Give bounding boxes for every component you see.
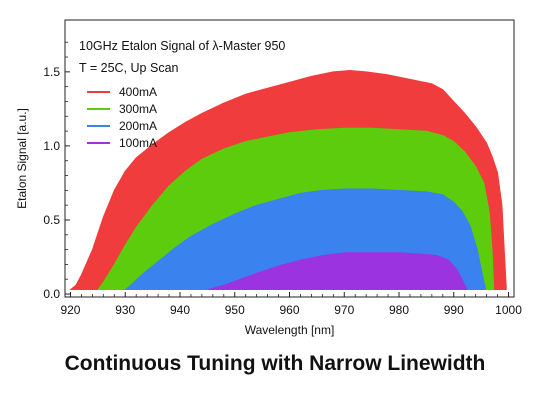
x-tick-label: 960	[279, 303, 299, 317]
x-tick-label: 930	[115, 303, 135, 317]
chart-title-line-2: T = 25C, Up Scan	[79, 61, 179, 75]
axes-layer: 920 930 940 950 960 970 980 990 1000 0.0 0.5 1.0 1.5	[43, 19, 522, 317]
y-tick-label: 0.0	[43, 287, 60, 301]
x-tick-label: 990	[444, 303, 464, 317]
legend-label-300mA: 300mA	[119, 102, 157, 116]
legend: 400mA 300mA 200mA 100mA	[87, 85, 157, 150]
legend-label-400mA: 400mA	[119, 85, 157, 99]
x-tick-label: 1000	[495, 303, 522, 317]
y-tick-label: 0.5	[43, 213, 60, 227]
x-axis-label: Wavelength [nm]	[245, 323, 335, 337]
series-band-100mA	[207, 252, 467, 291]
x-tick-label: 980	[389, 303, 409, 317]
x-tick-label: 920	[60, 303, 80, 317]
series-layer	[69, 69, 507, 291]
x-tick-label: 950	[225, 303, 245, 317]
y-axis-label: Etalon Signal [a.u.]	[15, 108, 29, 209]
y-tick-label: 1.0	[43, 139, 60, 153]
chart-title-line-1: 10GHz Etalon Signal of λ-Master 950	[79, 39, 285, 53]
x-tick-label: 940	[170, 303, 190, 317]
x-tick-label: 970	[334, 303, 354, 317]
legend-label-200mA: 200mA	[119, 119, 157, 133]
legend-label-100mA: 100mA	[119, 136, 157, 150]
slide-caption: Continuous Tuning with Narrow Linewidth	[64, 352, 486, 375]
y-tick-label: 1.5	[43, 65, 60, 79]
